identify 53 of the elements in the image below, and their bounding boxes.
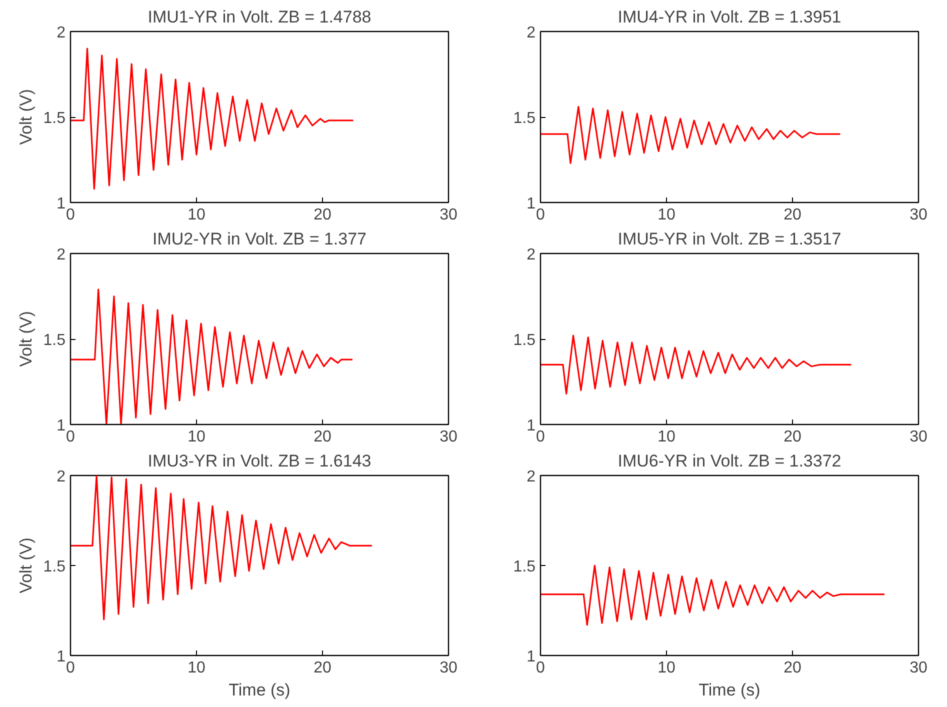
y-tick-label: 2 xyxy=(526,24,536,42)
x-tick-label: 10 xyxy=(658,206,676,224)
y-tick-label: 1.5 xyxy=(513,332,536,349)
x-tick-label: 0 xyxy=(536,428,546,446)
x-tick-label: 20 xyxy=(314,428,332,446)
chart-title: IMU1-YR in Volt. ZB = 1.4788 xyxy=(148,8,372,26)
chart-title: IMU6-YR in Volt. ZB = 1.3372 xyxy=(618,452,842,470)
x-tick-label: 0 xyxy=(536,660,546,676)
x-tick-label: 30 xyxy=(440,660,458,676)
y-tick-label: 1 xyxy=(56,418,66,434)
x-tick-label: 0 xyxy=(66,660,76,676)
chart-title: IMU5-YR in Volt. ZB = 1.3517 xyxy=(618,230,842,248)
y-tick-label: 1 xyxy=(526,418,536,434)
y-tick-label: 1.5 xyxy=(513,558,536,576)
y-tick-label: 2 xyxy=(526,468,536,486)
x-tick-label: 30 xyxy=(910,206,928,224)
chart-title: IMU4-YR in Volt. ZB = 1.3951 xyxy=(618,8,842,26)
y-axis-title: Volt (V) xyxy=(16,538,36,594)
y-tick-label: 2 xyxy=(56,468,66,486)
y-tick-label: 1 xyxy=(56,648,66,666)
x-tick-label: 10 xyxy=(658,660,676,676)
x-tick-label: 0 xyxy=(536,206,546,224)
y-tick-label: 1.5 xyxy=(513,110,536,127)
x-tick-label: 30 xyxy=(910,428,928,446)
y-tick-label: 1.5 xyxy=(43,332,66,349)
x-tick-label: 10 xyxy=(188,660,206,676)
x-tick-label: 30 xyxy=(440,428,458,446)
x-tick-label: 20 xyxy=(784,428,802,446)
x-tick-label: 20 xyxy=(314,660,332,676)
x-tick-label: 30 xyxy=(440,206,458,224)
x-tick-label: 10 xyxy=(188,428,206,446)
x-tick-label: 20 xyxy=(314,206,332,224)
y-tick-label: 2 xyxy=(56,24,66,42)
x-tick-label: 30 xyxy=(910,660,928,676)
x-axis-title: Time (s) xyxy=(698,680,760,700)
x-axis-title: Time (s) xyxy=(228,680,290,700)
y-tick-label: 1 xyxy=(526,648,536,666)
x-tick-label: 10 xyxy=(188,206,206,224)
y-tick-label: 1 xyxy=(526,196,536,212)
y-tick-label: 2 xyxy=(526,246,536,264)
y-axis-title: Volt (V) xyxy=(16,89,36,145)
x-tick-label: 0 xyxy=(66,428,76,446)
x-tick-label: 20 xyxy=(784,206,802,224)
chart-title: IMU3-YR in Volt. ZB = 1.6143 xyxy=(148,452,372,470)
y-tick-label: 1.5 xyxy=(43,558,66,576)
x-tick-label: 20 xyxy=(784,660,802,676)
y-axis-title: Volt (V) xyxy=(16,311,36,367)
x-tick-label: 10 xyxy=(658,428,676,446)
y-tick-label: 1.5 xyxy=(43,110,66,127)
x-tick-label: 0 xyxy=(66,206,76,224)
y-tick-label: 2 xyxy=(56,246,66,264)
chart-title: IMU2-YR in Volt. ZB = 1.377 xyxy=(152,230,367,248)
y-tick-label: 1 xyxy=(56,196,66,212)
